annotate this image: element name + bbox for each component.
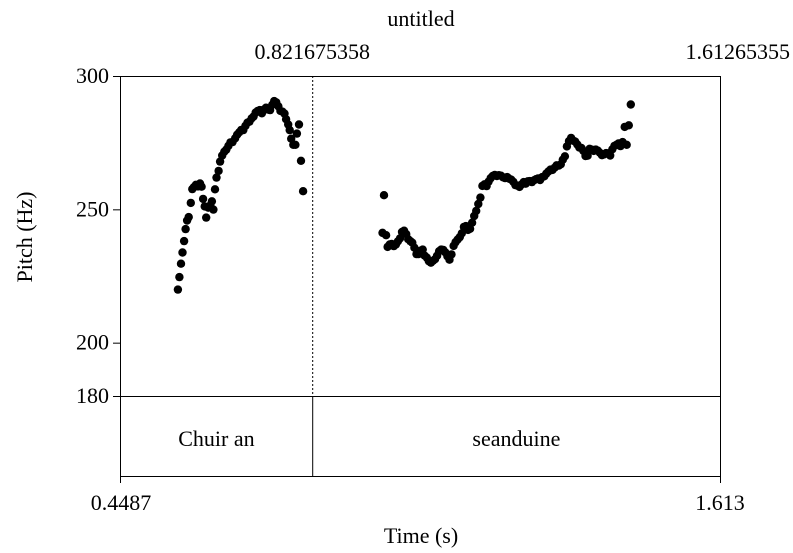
y-tick-label: 180	[76, 383, 109, 408]
y-axis-ticks: 300 250 200 180	[76, 63, 120, 408]
pitch-point	[296, 156, 306, 165]
pitch-point	[447, 250, 456, 259]
pitch-point	[379, 191, 389, 200]
pitch-point	[178, 248, 187, 257]
pitch-point	[291, 140, 300, 149]
y-tick-label: 250	[76, 196, 109, 221]
pitch-point	[583, 151, 592, 160]
pitch-point	[209, 205, 218, 214]
pitch-point	[175, 272, 184, 282]
pitch-point	[294, 120, 304, 129]
pitch-point	[198, 194, 208, 204]
pitch-point	[457, 229, 466, 238]
pitch-point	[181, 224, 190, 234]
x-tick-label: 1.613	[695, 490, 745, 515]
pitch-point	[622, 140, 631, 149]
plot-area	[120, 76, 721, 397]
tier-interval-label: Chuir an	[178, 426, 254, 451]
pitch-point	[474, 199, 483, 209]
pitch-point	[285, 125, 294, 135]
pitch-point	[292, 129, 302, 138]
chart-title: untitled	[387, 6, 454, 31]
pitch-point	[467, 218, 477, 227]
pitch-point	[179, 236, 189, 246]
pitch-point	[624, 121, 633, 130]
pitch-point	[197, 182, 206, 191]
pitch-point	[476, 193, 485, 202]
pitch-point	[381, 231, 391, 240]
pitch-point	[395, 234, 405, 243]
y-tick-label: 300	[76, 63, 109, 88]
pitch-point	[298, 187, 308, 196]
x-axis-label: Time (s)	[384, 523, 458, 548]
text-grid-tier: Chuir an seanduine	[120, 396, 721, 477]
pitch-point	[472, 206, 481, 216]
y-axis-label: Pitch (Hz)	[12, 191, 37, 282]
tier-interval-label: seanduine	[472, 426, 560, 451]
top-tick-label: 1.61265355	[686, 39, 791, 64]
pitch-point	[207, 197, 217, 206]
pitch-point	[212, 173, 221, 182]
y-tick-label: 200	[76, 330, 109, 355]
pitch-point	[173, 285, 183, 294]
pitch-point	[176, 259, 186, 268]
tier-frame	[120, 396, 721, 477]
pitch-point	[626, 100, 635, 109]
x-tick-label: 0.4487	[91, 490, 152, 515]
pitch-point	[560, 152, 570, 161]
pitch-point	[186, 198, 195, 208]
pitch-point	[214, 166, 223, 176]
top-tick-label: 0.821675358	[254, 39, 370, 64]
pitch-point	[210, 185, 220, 194]
pitch-point	[202, 213, 211, 222]
pitch-points	[173, 96, 635, 294]
pitch-point	[184, 212, 193, 222]
